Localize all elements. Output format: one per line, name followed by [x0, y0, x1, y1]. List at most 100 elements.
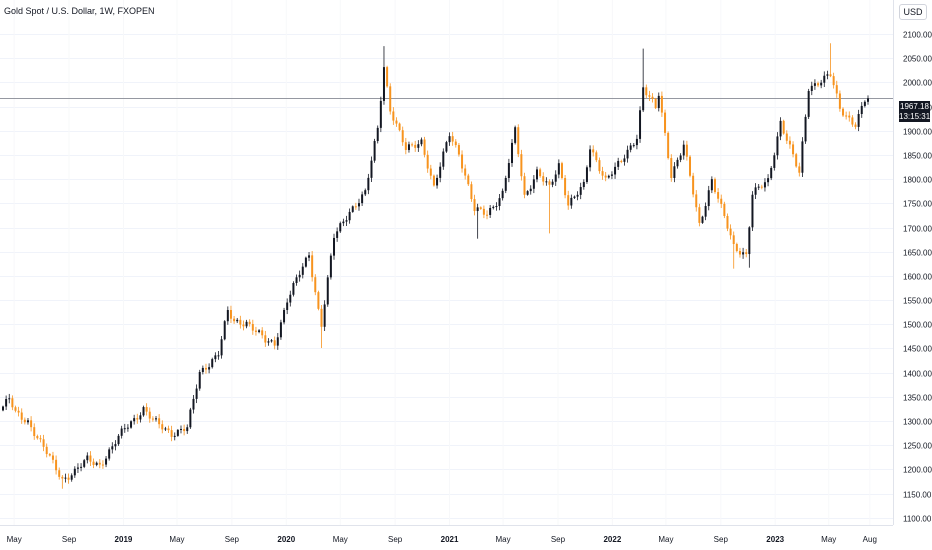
x-tick-label: Sep: [62, 535, 77, 544]
candle-body: [442, 151, 445, 167]
candle-body: [617, 160, 620, 167]
candle: [673, 162, 676, 183]
candle-body: [142, 407, 145, 416]
candle: [454, 139, 457, 148]
candle-body: [751, 194, 754, 228]
candle-body: [236, 319, 239, 322]
candle-body: [788, 140, 791, 145]
y-tick-label: 1800.00: [903, 176, 932, 185]
candle-body: [83, 460, 86, 467]
candle-body: [42, 439, 45, 447]
candle-body: [838, 93, 841, 109]
candle: [779, 117, 782, 141]
candle: [17, 406, 20, 417]
candle: [273, 336, 276, 350]
candle: [813, 79, 816, 90]
current-price-tag: 1967.18 13:15:31: [899, 101, 930, 122]
currency-button[interactable]: USD: [899, 4, 927, 20]
candle-body: [139, 415, 142, 420]
candle-body: [105, 458, 108, 465]
x-tick-label: Sep: [388, 535, 403, 544]
candle-body: [323, 304, 326, 327]
candle: [95, 461, 98, 467]
candle-body: [2, 406, 4, 411]
candle: [395, 117, 398, 127]
candle: [195, 384, 198, 404]
candle-body: [454, 141, 457, 146]
candle: [420, 137, 423, 147]
candle-body: [476, 207, 479, 212]
candle: [751, 191, 754, 231]
symbol-title: Gold Spot / U.S. Dollar, 1W, FXOPEN: [4, 6, 155, 16]
candle: [835, 80, 838, 98]
candle: [245, 319, 248, 329]
x-tick-label: 2021: [441, 535, 459, 544]
candle: [464, 164, 467, 180]
candle-body: [770, 167, 773, 179]
candle-body: [304, 257, 307, 267]
candle: [289, 290, 292, 307]
candle: [283, 307, 286, 325]
candle: [198, 369, 201, 391]
candle: [489, 204, 492, 218]
candle: [342, 218, 345, 227]
candle: [417, 140, 420, 152]
candle-body: [242, 324, 245, 327]
candle: [439, 162, 442, 183]
candle-body: [735, 244, 738, 251]
candle-body: [692, 175, 695, 195]
candle-body: [283, 309, 286, 323]
candle: [158, 414, 161, 429]
candle: [86, 452, 89, 464]
candle: [676, 157, 679, 169]
candle: [382, 46, 385, 105]
candle-body: [389, 86, 392, 112]
candle: [64, 473, 67, 483]
candle: [236, 317, 239, 324]
candle: [67, 473, 70, 484]
candle-body: [560, 163, 563, 179]
candle: [667, 131, 670, 160]
candle: [651, 93, 654, 103]
candle-body: [670, 158, 673, 178]
candle: [607, 174, 610, 179]
candle-body: [33, 427, 36, 437]
candle: [45, 443, 48, 458]
candle-body: [754, 187, 757, 195]
candle: [314, 274, 317, 296]
candle-body: [848, 115, 851, 118]
candle: [539, 167, 542, 178]
candle-body: [610, 174, 613, 176]
time-axis[interactable]: May Sep 2019 May Sep 2020 May Sep 2021 May Sep 2022…: [7, 535, 877, 544]
candle-body: [370, 160, 373, 178]
candle: [298, 270, 301, 282]
candle: [692, 172, 695, 198]
candle: [229, 305, 232, 323]
candle: [176, 429, 179, 437]
candle-body: [867, 98, 869, 102]
candle: [770, 165, 773, 181]
candle: [126, 424, 129, 432]
y-tick-label: 1750.00: [903, 200, 932, 209]
candle-body: [526, 191, 529, 195]
candle-body: [261, 330, 264, 336]
candle: [648, 90, 651, 102]
candle: [782, 119, 785, 135]
candle: [14, 405, 17, 413]
candle: [704, 202, 707, 221]
candle-body: [201, 367, 204, 373]
candle: [226, 306, 229, 325]
candle: [738, 247, 741, 258]
candle-body: [642, 87, 645, 111]
candle-body: [276, 337, 279, 346]
candle: [442, 148, 445, 170]
candle-body: [845, 115, 848, 117]
candle-body: [67, 477, 70, 480]
candle: [567, 190, 570, 210]
candle-body: [136, 418, 139, 420]
candle-body: [651, 96, 654, 99]
candle-body: [376, 127, 379, 142]
candle-body: [26, 420, 29, 423]
candle-body: [607, 175, 610, 178]
